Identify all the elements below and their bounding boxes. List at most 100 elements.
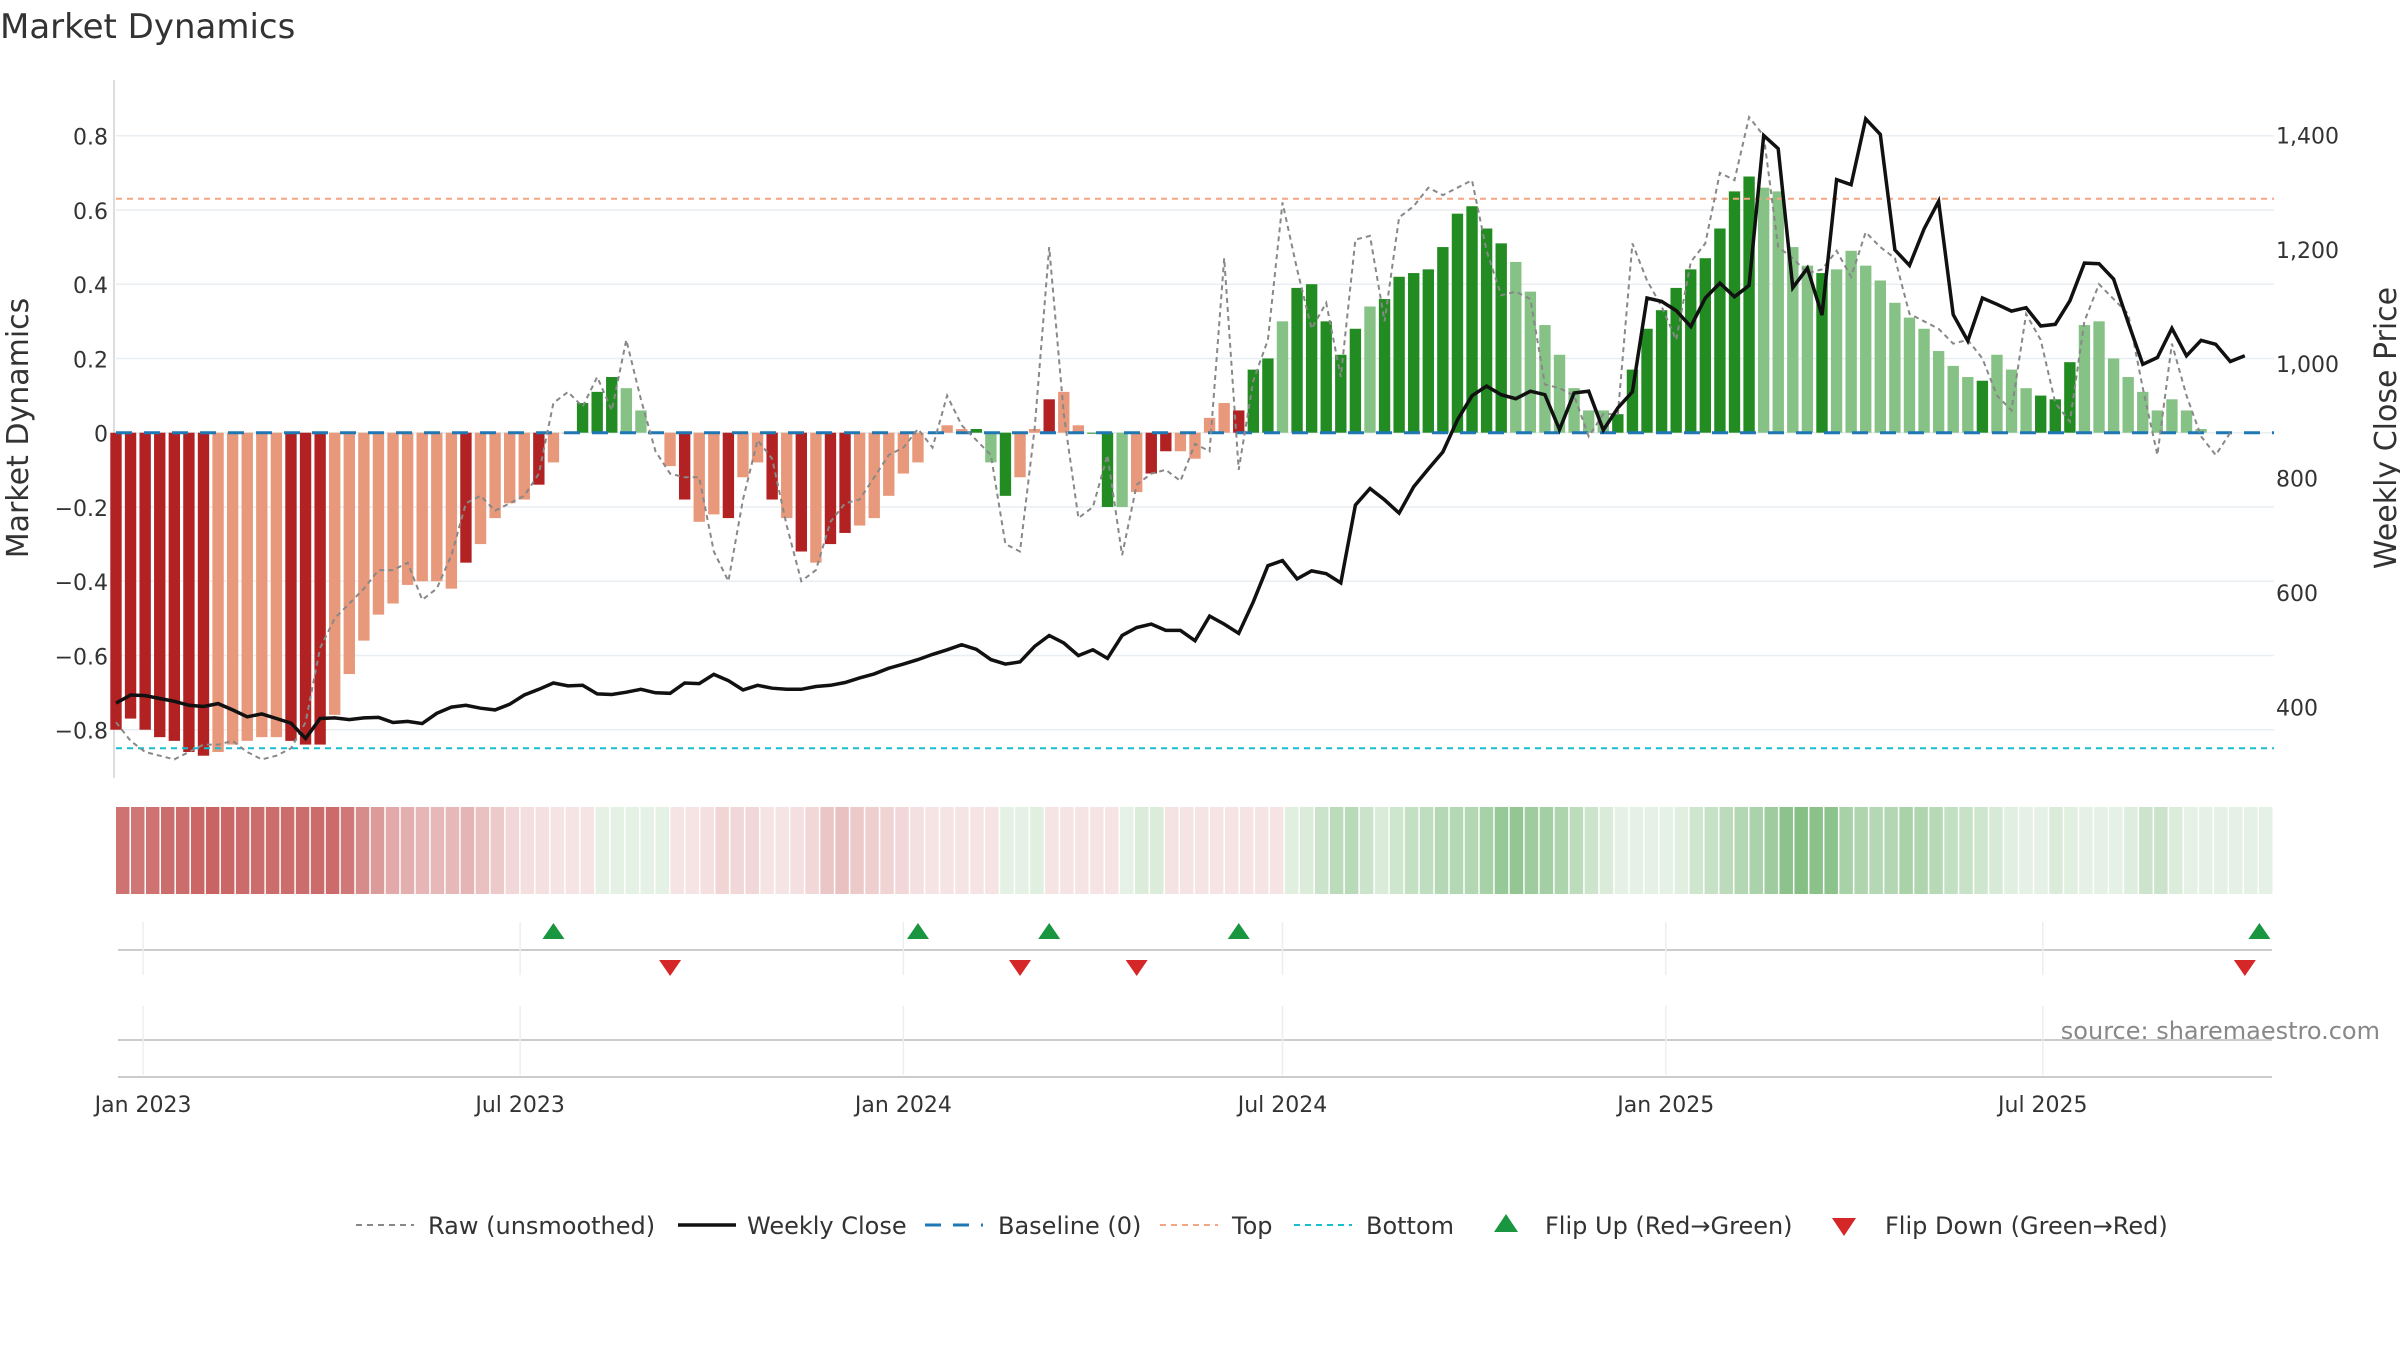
flip-up-marker: [1227, 923, 1250, 939]
heat-cell: [1329, 807, 1344, 894]
heat-strip: [116, 807, 2273, 894]
flip-down-marker: [1009, 960, 1032, 976]
heat-cell: [1464, 807, 1479, 894]
heat-cell: [1434, 807, 1449, 894]
bar: [489, 432, 501, 519]
heat-cell: [310, 807, 325, 894]
bar: [401, 432, 414, 585]
bar: [1218, 403, 1230, 433]
bar: [314, 432, 326, 745]
x-tick-label: Jul 2024: [1236, 1093, 1328, 1118]
bar: [2078, 325, 2091, 433]
heat-cell: [655, 807, 669, 894]
bar: [1991, 354, 2003, 433]
heat-cell: [1779, 807, 1793, 894]
bar: [1364, 306, 1376, 433]
bar: [751, 432, 764, 463]
heat-cell: [2259, 807, 2273, 894]
heat-cell: [1854, 807, 1868, 894]
heat-cell: [1374, 807, 1389, 894]
y-tick-label: −0.8: [55, 720, 108, 745]
flip-down-marker: [1125, 960, 1148, 976]
bar: [358, 432, 370, 641]
bar: [1816, 273, 1828, 433]
heat-cell: [1899, 807, 1913, 894]
close-line: [115, 115, 2246, 742]
y-tick-label: 0: [94, 423, 108, 448]
heat-cell: [1884, 807, 1898, 894]
heat-cell: [1569, 807, 1584, 894]
heat-cell: [865, 807, 879, 894]
heat-cell: [1090, 807, 1104, 894]
heat-cell: [1209, 807, 1224, 894]
heat-cell: [1614, 807, 1629, 894]
bar: [1932, 351, 1945, 433]
bar: [839, 432, 851, 533]
heat-cell: [670, 807, 684, 894]
heat-cell: [1449, 807, 1464, 894]
x-tick-label: Jan 2024: [853, 1093, 952, 1118]
bar: [1860, 265, 1872, 433]
heat-cell: [685, 807, 699, 894]
heat-cell: [2244, 807, 2258, 894]
heat-cell: [295, 807, 310, 894]
bar: [2180, 410, 2193, 433]
heat-cell: [1284, 807, 1299, 894]
bar: [1072, 425, 1085, 433]
bar: [445, 432, 458, 589]
x-tick-label: Jul 2023: [473, 1093, 565, 1118]
heat-cell: [895, 807, 909, 894]
bar: [183, 432, 195, 753]
heat-cell: [1344, 807, 1359, 894]
flip-down-marker: [2233, 960, 2256, 976]
bar: [1903, 317, 1916, 433]
heat-cell: [880, 807, 894, 894]
bar: [474, 432, 487, 545]
heat-cell: [2169, 807, 2183, 894]
heat-cell: [835, 807, 849, 894]
bar: [1451, 213, 1464, 433]
heat-cell: [805, 807, 819, 894]
flip-up-marker: [906, 923, 929, 939]
heat-cell: [595, 807, 610, 894]
heat-cell: [2049, 807, 2063, 894]
y-tick-labels: 0.8 0.6 0.4 0.2 0 −0.2 −0.4 −0.6 −0.8: [55, 126, 108, 745]
heat-cell: [325, 807, 340, 894]
heat-cell: [280, 807, 295, 894]
legend-baseline-label: Baseline (0): [998, 1212, 1141, 1240]
heat-cell: [445, 807, 460, 894]
heat-cell: [1734, 807, 1748, 894]
heat-cell: [1824, 807, 1838, 894]
heat-cell: [1749, 807, 1763, 894]
heat-cell: [745, 807, 759, 894]
heat-cell: [340, 807, 355, 894]
bar: [1612, 414, 1624, 433]
heat-cell: [175, 807, 190, 894]
bar: [576, 403, 589, 433]
bar: [1553, 354, 1566, 433]
y2-tick-label: 400: [2276, 696, 2318, 721]
bar: [1772, 191, 1784, 433]
legend: Raw (unsmoothed) Weekly Close Baseline (…: [356, 1212, 2168, 1240]
y2-tick-label: 1,400: [2276, 124, 2339, 149]
heat-cell: [1165, 807, 1179, 894]
flip-up-marker: [542, 923, 565, 939]
heat-cell: [355, 807, 370, 894]
bar: [1101, 432, 1114, 507]
x-tick-label: Jul 2025: [1996, 1093, 2088, 1118]
bar: [678, 432, 691, 500]
heat-cell: [1299, 807, 1314, 894]
heat-cell: [2229, 807, 2243, 894]
heat-cell: [1419, 807, 1434, 894]
heat-cell: [1539, 807, 1554, 894]
y-axis-label: Market Dynamics: [1, 298, 36, 559]
heat-cell: [985, 807, 999, 894]
bar: [1203, 417, 1216, 433]
heat-cell: [2004, 807, 2018, 894]
raw-line: [115, 114, 2232, 761]
heat-cell: [1224, 807, 1239, 894]
bar: [270, 432, 283, 738]
bar: [1378, 299, 1391, 433]
